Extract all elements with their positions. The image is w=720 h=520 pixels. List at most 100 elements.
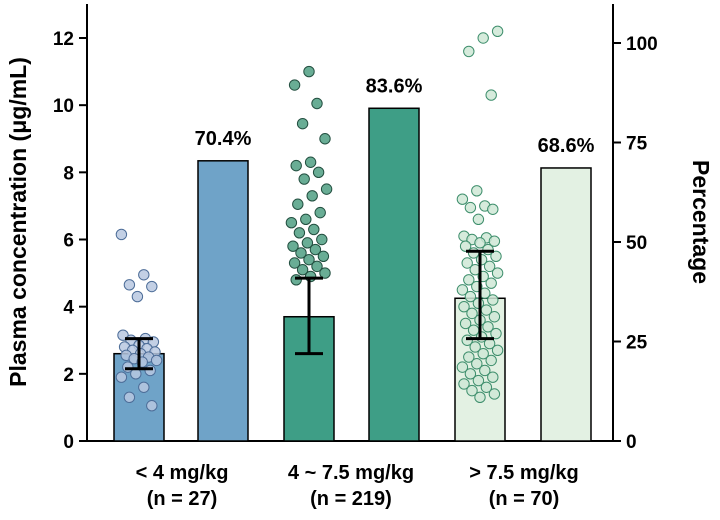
data-point bbox=[138, 381, 150, 393]
y2-tick-label-100: 100 bbox=[626, 34, 658, 55]
data-point bbox=[298, 173, 310, 185]
data-point bbox=[458, 300, 470, 313]
data-point bbox=[474, 237, 486, 249]
data-point bbox=[308, 223, 320, 236]
data-point bbox=[458, 378, 470, 390]
data-point bbox=[131, 290, 144, 303]
category-label-3-line1: > 7.5 mg/kg bbox=[469, 462, 579, 484]
data-point bbox=[306, 190, 318, 202]
data-point bbox=[311, 97, 323, 110]
plot-area: 0 2 4 6 8 10 12 0 25 50 75 100 bbox=[53, 4, 658, 453]
data-point bbox=[491, 25, 504, 37]
category-label-2-line1: 4 ~ 7.5 mg/kg bbox=[288, 462, 414, 484]
data-point bbox=[488, 235, 501, 247]
data-point bbox=[296, 117, 309, 130]
y-axis-title: Plasma concentration (μg/mL) bbox=[5, 57, 31, 387]
data-point bbox=[482, 321, 494, 333]
data-point bbox=[301, 237, 314, 249]
percentage-bar-2 bbox=[368, 107, 420, 442]
percentage-label-3: 68.6% bbox=[538, 135, 595, 157]
data-point bbox=[304, 270, 317, 283]
category-label-3-line2: (n = 70) bbox=[489, 488, 560, 510]
y2-tick-label-0: 0 bbox=[626, 432, 637, 453]
data-point bbox=[477, 347, 489, 360]
data-point bbox=[487, 371, 499, 383]
y-tick-label-2: 2 bbox=[63, 365, 74, 386]
data-point bbox=[491, 344, 504, 357]
data-point bbox=[490, 327, 502, 340]
data-point bbox=[472, 213, 485, 226]
data-point bbox=[285, 217, 298, 229]
data-point bbox=[312, 166, 325, 179]
data-point bbox=[146, 280, 158, 293]
data-point bbox=[471, 185, 483, 197]
data-point bbox=[138, 269, 150, 281]
data-point bbox=[456, 193, 469, 205]
data-point bbox=[469, 341, 481, 353]
data-point bbox=[464, 368, 477, 380]
data-point bbox=[317, 250, 330, 262]
data-point bbox=[150, 354, 163, 367]
data-point bbox=[488, 388, 501, 400]
data-point bbox=[463, 274, 475, 286]
data-point bbox=[485, 89, 497, 101]
data-point bbox=[463, 45, 475, 58]
y2-tick-label-75: 75 bbox=[626, 134, 648, 155]
data-point bbox=[485, 277, 497, 289]
data-point bbox=[463, 351, 475, 363]
data-point bbox=[488, 311, 501, 323]
data-point bbox=[480, 381, 493, 393]
data-point bbox=[459, 240, 472, 252]
y-tick-label-0: 0 bbox=[63, 432, 74, 453]
data-point bbox=[288, 79, 301, 91]
data-point bbox=[483, 260, 496, 273]
data-point bbox=[485, 354, 497, 367]
data-point bbox=[316, 233, 328, 246]
data-point bbox=[314, 206, 326, 219]
data-point bbox=[461, 257, 473, 269]
data-point bbox=[479, 364, 491, 377]
y2-axis-title: Percentage bbox=[688, 160, 714, 284]
data-point bbox=[303, 65, 315, 78]
data-point bbox=[319, 133, 331, 145]
percentage-label-2: 83.6% bbox=[366, 75, 423, 97]
data-point bbox=[464, 290, 477, 303]
data-point bbox=[320, 183, 333, 195]
y-tick-label-4: 4 bbox=[63, 298, 74, 319]
category-label-2-line2: (n = 219) bbox=[310, 488, 392, 510]
percentage-label-1: 70.4% bbox=[195, 128, 252, 150]
data-point bbox=[311, 260, 323, 273]
y-tick-label-8: 8 bbox=[63, 163, 74, 184]
data-point bbox=[466, 384, 478, 397]
data-point bbox=[288, 257, 301, 269]
data-point bbox=[123, 391, 136, 404]
data-point bbox=[290, 159, 302, 172]
data-point bbox=[319, 267, 331, 279]
data-point bbox=[487, 203, 499, 215]
data-point bbox=[123, 279, 136, 291]
data-point bbox=[464, 201, 477, 214]
data-point bbox=[300, 213, 312, 226]
data-point bbox=[115, 371, 128, 383]
data-point bbox=[144, 364, 156, 377]
data-point bbox=[287, 240, 299, 252]
data-point bbox=[295, 247, 307, 259]
data-point bbox=[309, 243, 322, 256]
y-tick-label-10: 10 bbox=[53, 96, 74, 117]
data-point bbox=[471, 358, 483, 370]
data-point bbox=[491, 267, 504, 279]
data-point bbox=[466, 307, 478, 320]
data-point bbox=[456, 361, 469, 373]
category-label-1-line2: (n = 27) bbox=[147, 488, 218, 510]
data-point bbox=[292, 198, 304, 210]
percentage-bar-1 bbox=[197, 160, 249, 442]
data-point bbox=[303, 253, 315, 266]
data-point bbox=[477, 32, 489, 44]
y-tick-label-12: 12 bbox=[53, 29, 74, 50]
data-point bbox=[290, 274, 302, 286]
data-point bbox=[146, 400, 158, 412]
data-point bbox=[293, 227, 306, 239]
data-point bbox=[115, 228, 128, 241]
data-point bbox=[472, 374, 485, 387]
